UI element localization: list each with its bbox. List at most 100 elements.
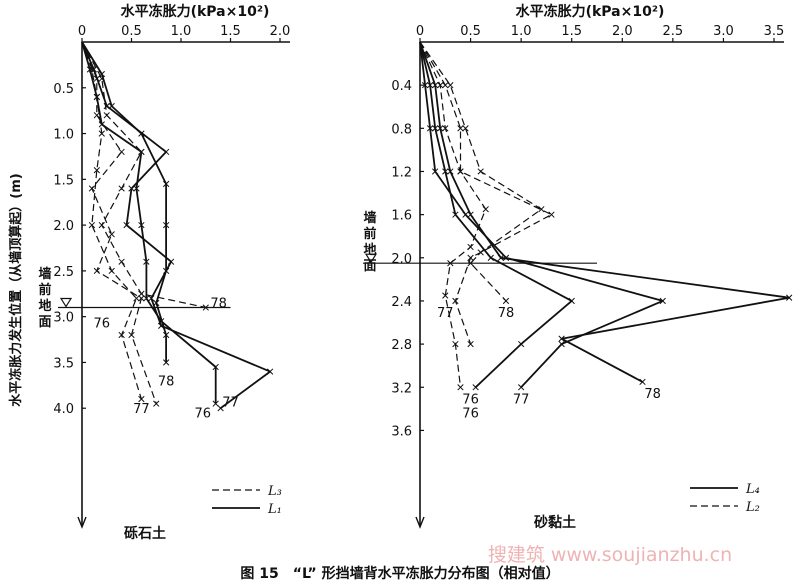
data-point — [558, 335, 565, 342]
data-point — [457, 125, 464, 132]
right-ground-marker: 墙前地面 — [363, 210, 597, 274]
x-tick-label: 3.0 — [713, 24, 734, 39]
data-point — [93, 112, 101, 119]
y-tick-label: 1.0 — [53, 128, 74, 143]
right-x-ticks: 0 0.5 1.0 1.5 2.0 2.5 3.0 3.5 — [416, 24, 785, 43]
series-year-label: 77 — [222, 395, 239, 410]
data-point — [457, 168, 464, 175]
series-line-L₁-78 — [81, 41, 168, 363]
x-tick-label: 1.0 — [511, 24, 532, 39]
y-tick-label: 2.8 — [391, 338, 412, 353]
data-point — [548, 211, 555, 218]
data-point — [118, 331, 125, 339]
data-point — [162, 359, 170, 366]
data-point — [426, 82, 434, 89]
data-point — [133, 185, 140, 192]
series-year-label: 78 — [644, 387, 661, 402]
data-point — [133, 295, 140, 302]
data-point — [659, 297, 666, 305]
data-point — [421, 82, 429, 89]
ground-triangle — [59, 297, 73, 308]
data-point — [88, 66, 96, 73]
data-point — [98, 221, 105, 229]
y-axis-arrow — [77, 516, 87, 529]
data-point — [162, 267, 170, 275]
data-point — [517, 384, 525, 391]
x-tick-label: 3.5 — [764, 24, 785, 39]
left-year-labels: 76 77 77 78 76 78 — [94, 297, 239, 422]
data-point — [118, 148, 125, 156]
x-tick-label: 1.0 — [171, 24, 192, 39]
year-label: 78 — [158, 374, 175, 389]
data-point — [123, 221, 130, 229]
y-tick-label: 2.5 — [53, 265, 74, 280]
right-legend: L₄ L₂ — [690, 482, 760, 515]
left-ground-marker: 墙前地面 — [38, 266, 231, 330]
y-tick-label: 1.2 — [391, 165, 412, 180]
legend-label: L₃ — [267, 484, 282, 499]
x-tick-label: 0 — [78, 24, 86, 39]
data-point — [143, 295, 150, 302]
right-y-ticks: 0.4 0.8 1.2 1.6 2.0 2.4 2.8 3.2 3.6 — [391, 42, 425, 529]
data-point — [162, 180, 170, 188]
legend-label: L₂ — [745, 500, 760, 515]
year-label: 76 — [462, 406, 479, 421]
data-point — [517, 340, 525, 348]
y-tick-label: 3.6 — [391, 424, 412, 439]
data-point — [128, 331, 135, 339]
ground-triangle — [364, 253, 378, 264]
data-point — [108, 231, 115, 238]
data-point — [558, 340, 565, 348]
data-point — [98, 130, 105, 137]
y-tick-label: 1.5 — [53, 173, 74, 188]
left-legend: L₃ L₁ — [212, 484, 282, 517]
left-y-axis-label-text: 水平冻胀力发生位置（从墙顶算起）(m) — [8, 173, 24, 406]
y-tick-label: 2.0 — [391, 252, 412, 267]
series-line-L₃-77 — [81, 41, 157, 404]
figure-caption: 图 15 “L” 形挡墙背水平冻胀力分布图（相对值） — [240, 565, 559, 582]
y-tick-label: 0.8 — [391, 122, 412, 137]
data-point — [437, 82, 444, 89]
series-year-label: 77 — [133, 402, 150, 417]
y-tick-label: 3.0 — [53, 311, 74, 326]
data-point — [108, 267, 115, 275]
series-line-L₁-77 — [81, 41, 272, 409]
data-point — [467, 243, 474, 251]
data-point — [426, 125, 434, 132]
data-point — [462, 211, 469, 218]
y-tick-label: 0.5 — [53, 82, 74, 97]
data-point — [212, 400, 219, 407]
data-point — [138, 290, 145, 297]
data-point — [143, 258, 150, 265]
data-point — [457, 384, 464, 391]
data-point — [487, 254, 494, 261]
x-tick-label: 2.0 — [270, 24, 291, 39]
ground-label: 墙前地面 — [363, 210, 376, 274]
x-tick-label: 1.5 — [220, 24, 241, 39]
data-point — [432, 125, 439, 132]
series-year-label: 78 — [210, 297, 227, 312]
data-point — [442, 292, 449, 299]
year-label: 76 — [94, 317, 111, 332]
series-year-label: 76 — [195, 406, 212, 421]
right-panel-label: 砂黏土 — [533, 514, 576, 531]
data-point — [88, 221, 96, 229]
data-point — [98, 75, 105, 82]
series-line-L₄-76 — [419, 41, 573, 388]
legend-label: L₄ — [745, 482, 760, 497]
data-point — [88, 185, 96, 192]
data-point — [167, 258, 175, 265]
series-year-label: 77 — [513, 392, 530, 407]
left-y-ticks: 0.5 1.0 1.5 2.0 2.5 3.0 3.5 4.0 — [53, 42, 87, 529]
data-point — [447, 168, 454, 175]
data-point — [118, 185, 125, 192]
data-point — [437, 125, 444, 132]
data-point — [452, 297, 459, 305]
watermark: 搜建筑 www.soujianzhu.cn — [488, 544, 732, 566]
data-point — [108, 102, 115, 110]
data-point — [462, 125, 469, 132]
data-point — [118, 258, 125, 265]
data-point — [497, 254, 505, 261]
left-series-group — [81, 41, 274, 412]
y-tick-label: 3.2 — [391, 381, 412, 396]
